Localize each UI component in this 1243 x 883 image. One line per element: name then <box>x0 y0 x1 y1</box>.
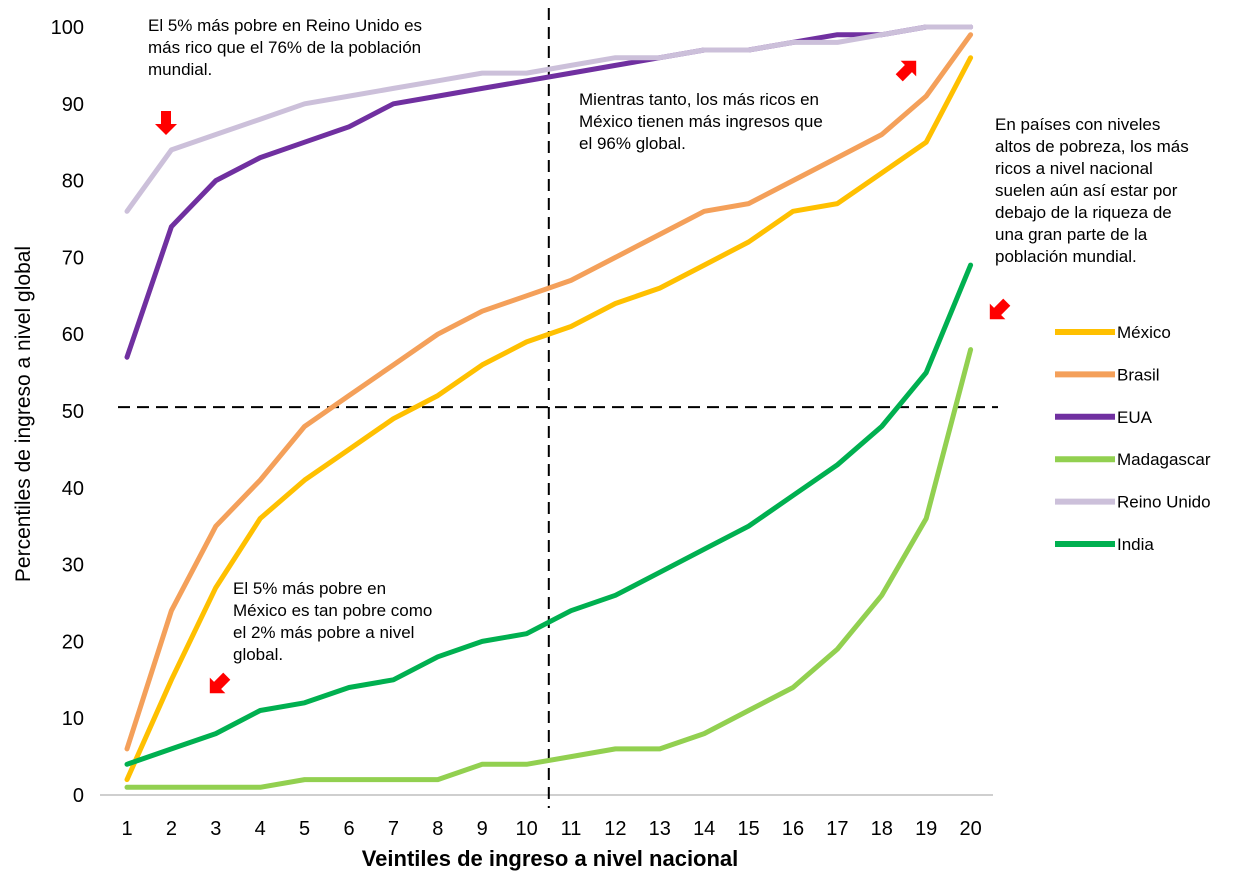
y-tick-label: 30 <box>62 555 84 577</box>
annotation-line: En países con niveles <box>995 115 1160 134</box>
annotation-line: México tienen más ingresos que <box>579 112 823 131</box>
annotation-line: el 96% global. <box>579 134 686 153</box>
x-tick-label: 19 <box>915 818 937 840</box>
x-tick-label: 11 <box>561 818 582 840</box>
x-tick-label: 5 <box>299 818 310 840</box>
legend-label: Reino Unido <box>1117 493 1211 512</box>
legend-label: Brasil <box>1117 365 1160 384</box>
y-tick-label: 50 <box>62 401 84 423</box>
x-tick-label: 16 <box>782 818 804 840</box>
y-tick-label: 90 <box>62 94 84 116</box>
x-tick-label: 8 <box>432 818 443 840</box>
x-tick-label: 2 <box>166 818 177 840</box>
legend-label: India <box>1117 535 1154 554</box>
annotations: El 5% más pobre en Reino Unido es más ric… <box>148 16 1189 664</box>
annotation-line: El 5% más pobre en <box>233 579 386 598</box>
annotation-line: ricos a nivel nacional <box>995 159 1153 178</box>
x-tick-label: 10 <box>515 818 537 840</box>
x-tick-label: 9 <box>477 818 488 840</box>
x-tick-label: 20 <box>959 818 981 840</box>
annotation-line: altos de pobreza, los más <box>995 137 1189 156</box>
annotation-line: Mientras tanto, los más ricos en <box>579 90 819 109</box>
series-line-mexico <box>124 55 974 783</box>
legend-label: México <box>1117 323 1171 342</box>
series-line-india <box>124 262 974 767</box>
annotation-arrow-icon <box>895 60 917 82</box>
x-tick-label: 12 <box>604 818 626 840</box>
annotation-line: el 2% más pobre a nivel <box>233 623 414 642</box>
x-tick-label: 3 <box>210 818 221 840</box>
y-tick-label: 20 <box>62 631 84 653</box>
series-line-eua <box>124 24 974 360</box>
reference-lines <box>118 8 998 808</box>
y-tick-label: 70 <box>62 247 84 269</box>
annotation-line: suelen aún así estar por <box>995 181 1178 200</box>
x-tick-label: 18 <box>871 818 893 840</box>
y-tick-label: 60 <box>62 324 84 346</box>
annotation-line: global. <box>233 645 283 664</box>
annotation-text: En países con niveles altos de pobreza, l… <box>995 115 1189 266</box>
annotation-line: México es tan pobre como <box>233 601 432 620</box>
annotation-line: El 5% más pobre en Reino Unido es <box>148 16 422 35</box>
annotation-text: El 5% más pobre en México es tan pobre co… <box>233 579 432 664</box>
annotation-arrow-icon <box>209 672 231 694</box>
x-axis-title: Veintiles de ingreso a nivel nacional <box>362 846 739 871</box>
series-line-reino-unido <box>124 24 974 214</box>
legend: México Brasil EUA Madagascar Reino Unido Indi… <box>1055 323 1211 554</box>
x-tick-label: 7 <box>388 818 399 840</box>
series-lines <box>124 24 974 790</box>
annotation-line: más rico que el 76% de la población <box>148 38 421 57</box>
annotation-text: Mientras tanto, los más ricos en México t… <box>579 90 823 153</box>
series-line-madagascar <box>124 347 974 790</box>
x-tick-label: 14 <box>693 818 715 840</box>
legend-label: Madagascar <box>1117 450 1211 469</box>
series-line-brasil <box>124 32 974 752</box>
annotation-arrows <box>155 60 1011 694</box>
y-tick-label: 0 <box>73 785 84 807</box>
annotation-text: El 5% más pobre en Reino Unido es más ric… <box>148 16 422 79</box>
y-tick-label: 100 <box>51 17 84 39</box>
x-tick-label: 17 <box>826 818 848 840</box>
y-axis-title: Percentiles de ingreso a nivel global <box>12 246 35 582</box>
x-tick-label: 6 <box>343 818 354 840</box>
annotation-line: mundial. <box>148 60 212 79</box>
x-tick-label: 1 <box>121 818 132 840</box>
annotation-line: debajo de la riqueza de <box>995 203 1172 222</box>
annotation-arrow-icon <box>989 298 1011 320</box>
y-tick-label: 80 <box>62 171 84 193</box>
annotation-line: una gran parte de la <box>995 225 1148 244</box>
y-tick-label: 40 <box>62 478 84 500</box>
annotation-line: población mundial. <box>995 247 1137 266</box>
y-tick-label: 10 <box>62 708 84 730</box>
x-tick-label: 13 <box>649 818 671 840</box>
x-tick-label: 15 <box>737 818 759 840</box>
annotation-arrow-icon <box>155 111 177 135</box>
legend-label: EUA <box>1117 408 1153 427</box>
x-tick-label: 4 <box>255 818 266 840</box>
